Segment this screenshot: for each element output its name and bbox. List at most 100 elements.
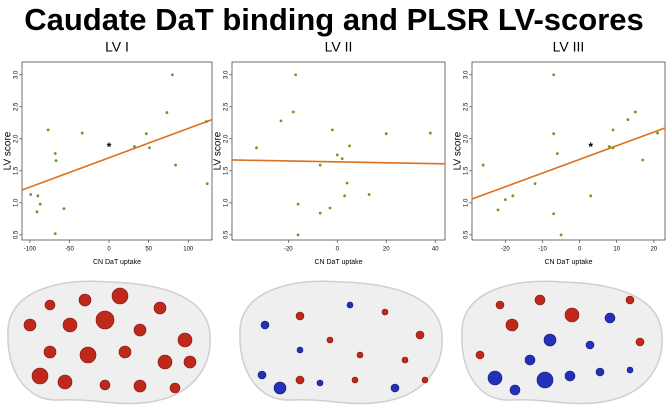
y-tick-label: 1.5 (464, 166, 470, 175)
point (626, 118, 630, 122)
point (296, 202, 300, 206)
node (177, 332, 193, 348)
point (348, 144, 351, 148)
point (46, 128, 50, 132)
x-axis-label: CN DaT uptake (544, 259, 592, 266)
node (536, 371, 554, 389)
node (495, 300, 505, 310)
node (505, 318, 519, 332)
y-tick-label: 1.5 (14, 166, 20, 175)
node (44, 299, 56, 311)
point (533, 182, 537, 186)
point (38, 202, 42, 206)
point (35, 210, 39, 214)
node (326, 336, 334, 344)
node (79, 346, 97, 364)
node (625, 295, 635, 305)
y-tick-label: 3.0 (14, 70, 20, 79)
y-axis-label: LV score (453, 131, 464, 170)
x-tick-label: 50 (145, 247, 152, 253)
point (611, 146, 615, 150)
point (552, 212, 556, 216)
node (421, 376, 429, 384)
point (291, 110, 295, 114)
point (428, 131, 432, 135)
y-tick-label: 3.0 (224, 70, 230, 79)
node (626, 366, 634, 374)
y-tick-label: 2.0 (464, 134, 470, 143)
point (53, 232, 57, 235)
x-tick-label: -10 (538, 247, 547, 253)
node (346, 301, 354, 309)
point (171, 73, 174, 77)
node (183, 355, 197, 369)
node (78, 293, 92, 307)
plot-frame (21, 61, 213, 241)
y-tick-label: 1.0 (14, 198, 20, 207)
point (367, 193, 371, 196)
node (543, 333, 557, 347)
node (635, 337, 645, 347)
fit-line (471, 127, 666, 200)
node (524, 354, 536, 366)
point (205, 182, 209, 186)
node (95, 310, 115, 330)
node (169, 382, 181, 394)
x-tick-label: 20 (383, 247, 390, 253)
node (111, 287, 129, 305)
point (633, 110, 637, 114)
brain-1 (7, 280, 211, 405)
node (118, 345, 132, 359)
point (555, 152, 559, 155)
point (29, 193, 33, 196)
point (279, 119, 283, 123)
node (534, 294, 546, 306)
node (564, 370, 576, 382)
node (31, 367, 49, 385)
annotation: * (107, 140, 112, 154)
point (345, 181, 349, 185)
point (36, 194, 40, 198)
point (559, 233, 563, 237)
x-tick-label: -100 (24, 247, 37, 253)
point (330, 128, 334, 132)
point (552, 132, 556, 136)
node (351, 376, 359, 384)
y-tick-label: 2.0 (14, 134, 20, 143)
node (296, 346, 304, 354)
node (595, 367, 605, 377)
point (607, 145, 611, 148)
point (552, 73, 556, 77)
fit-line (231, 159, 446, 165)
y-axis-label: LV score (213, 131, 224, 170)
point (328, 206, 332, 210)
plot-frame (471, 61, 666, 241)
point (148, 146, 151, 150)
point (80, 131, 84, 135)
y-tick-label: 0.5 (14, 230, 20, 239)
y-tick-label: 2.5 (224, 102, 230, 111)
y-tick-label: 2.0 (224, 134, 230, 143)
node (260, 320, 270, 330)
node (475, 350, 485, 360)
point (318, 163, 322, 167)
panel-title: LV II (325, 39, 353, 55)
point (496, 208, 500, 212)
y-tick-label: 2.5 (14, 102, 20, 111)
node (133, 379, 147, 393)
x-tick-label: 100 (183, 247, 194, 253)
y-tick-label: 1.5 (224, 166, 230, 175)
point (165, 111, 169, 114)
node (295, 375, 305, 385)
x-tick-label: 0 (107, 247, 111, 253)
point (53, 152, 57, 155)
point (343, 194, 347, 198)
node (509, 384, 521, 396)
node (273, 381, 287, 395)
y-tick-label: 0.5 (224, 230, 230, 239)
point (62, 207, 66, 211)
node (585, 340, 595, 350)
node (415, 330, 425, 340)
brain-2 (239, 280, 443, 405)
point (384, 132, 388, 136)
